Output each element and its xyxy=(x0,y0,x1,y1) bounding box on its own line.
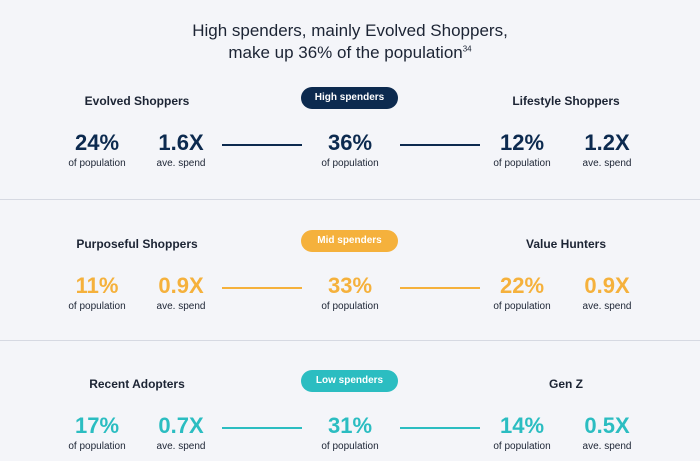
stat-value-hunters-population: 22% of population xyxy=(482,272,562,314)
stat-value: 0.9X xyxy=(584,273,630,298)
stat-value: 0.5X xyxy=(584,413,630,438)
tier-high-spenders: Evolved Shoppers High spenders Lifestyle… xyxy=(0,87,700,197)
connector-line-right xyxy=(400,144,480,146)
connector-line-right xyxy=(400,287,480,289)
stat-mid-total-population: 33% of population xyxy=(310,272,390,314)
segment-name-purposeful-shoppers: Purposeful Shoppers xyxy=(76,237,198,251)
stat-caption: ave. spend xyxy=(582,301,632,312)
stat-caption: of population xyxy=(68,441,126,452)
title-footnote: 34 xyxy=(462,44,472,54)
stat-caption: of population xyxy=(321,441,379,452)
segment-name-lifestyle-shoppers: Lifestyle Shoppers xyxy=(512,94,620,108)
segment-name-recent-adopters: Recent Adopters xyxy=(89,377,185,391)
stat-purposeful-spend: 0.9X ave. spend xyxy=(141,272,221,314)
title-line-2: make up 36% of the population34 xyxy=(0,42,700,64)
stat-caption: ave. spend xyxy=(156,158,206,169)
connector-line-left xyxy=(222,144,302,146)
stat-gen-z-spend: 0.5X ave. spend xyxy=(567,412,647,454)
stat-low-total-population: 31% of population xyxy=(310,412,390,454)
segment-name-evolved-shoppers: Evolved Shoppers xyxy=(84,94,190,108)
connector-line-left xyxy=(222,427,302,429)
stat-value: 12% xyxy=(499,130,545,155)
stat-caption: of population xyxy=(321,301,379,312)
stat-gen-z-population: 14% of population xyxy=(482,412,562,454)
stat-caption: of population xyxy=(68,301,126,312)
stat-caption: ave. spend xyxy=(582,158,632,169)
stat-recent-adopters-population: 17% of population xyxy=(57,412,137,454)
stat-value: 1.2X xyxy=(584,130,630,155)
tier-low-spenders: Recent Adopters Low spenders Gen Z 17% o… xyxy=(0,370,700,461)
connector-line-right xyxy=(400,427,480,429)
connector-line-left xyxy=(222,287,302,289)
stat-caption: ave. spend xyxy=(156,441,206,452)
stat-value: 0.9X xyxy=(158,273,204,298)
stat-caption: ave. spend xyxy=(156,301,206,312)
stat-evolved-population: 24% of population xyxy=(57,129,137,171)
stat-caption: of population xyxy=(493,441,551,452)
stat-value: 17% xyxy=(74,413,120,438)
stat-value: 31% xyxy=(327,413,373,438)
stat-value: 33% xyxy=(327,273,373,298)
stat-value: 11% xyxy=(75,273,119,298)
stat-value: 24% xyxy=(74,130,120,155)
stat-purposeful-population: 11% of population xyxy=(57,272,137,314)
segment-name-value-hunters: Value Hunters xyxy=(525,237,607,251)
stat-caption: of population xyxy=(321,158,379,169)
stat-high-total-population: 36% of population xyxy=(310,129,390,171)
title-line-1: High spenders, mainly Evolved Shoppers, xyxy=(192,21,508,40)
tier-mid-spenders: Purposeful Shoppers Mid spenders Value H… xyxy=(0,230,700,340)
page-title: High spenders, mainly Evolved Shoppers, … xyxy=(0,20,700,64)
stat-value: 0.7X xyxy=(158,413,204,438)
divider xyxy=(0,199,700,200)
stat-evolved-spend: 1.6X ave. spend xyxy=(141,129,221,171)
tier-pill-mid-spenders: Mid spenders xyxy=(301,230,398,252)
stat-value: 1.6X xyxy=(158,130,204,155)
stat-value: 14% xyxy=(499,413,545,438)
stat-caption: of population xyxy=(493,301,551,312)
stat-caption: of population xyxy=(68,158,126,169)
segment-name-gen-z: Gen Z xyxy=(548,377,583,391)
stat-recent-adopters-spend: 0.7X ave. spend xyxy=(141,412,221,454)
tier-pill-high-spenders: High spenders xyxy=(301,87,398,109)
stat-caption: of population xyxy=(493,158,551,169)
stat-lifestyle-spend: 1.2X ave. spend xyxy=(567,129,647,171)
stat-value: 22% xyxy=(499,273,545,298)
title-line-2-text: make up 36% of the population xyxy=(228,43,463,62)
stat-value-hunters-spend: 0.9X ave. spend xyxy=(567,272,647,314)
divider xyxy=(0,340,700,341)
stat-lifestyle-population: 12% of population xyxy=(482,129,562,171)
tier-pill-low-spenders: Low spenders xyxy=(301,370,398,392)
stat-caption: ave. spend xyxy=(582,441,632,452)
stat-value: 36% xyxy=(327,130,373,155)
